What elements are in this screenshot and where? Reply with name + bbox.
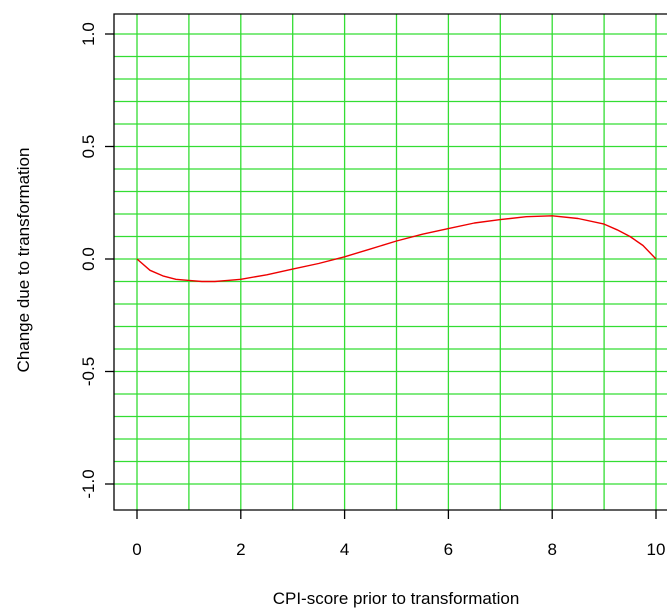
series-line — [136, 215, 657, 283]
x-tick-label: 2 — [236, 540, 245, 559]
y-axis-label: Change due to transformation — [14, 148, 33, 373]
x-tick-label: 6 — [444, 540, 453, 559]
y-tick-label: -0.5 — [79, 357, 98, 386]
x-tick-label: 8 — [547, 540, 556, 559]
x-tick-label: 0 — [132, 540, 141, 559]
ticks: 0 2 4 6 8 10 -1.0 -0.5 0.0 0.5 1.0 — [79, 22, 665, 559]
plot-frame — [113, 13, 667, 511]
grid — [114, 14, 667, 510]
x-tick-label: 10 — [647, 540, 666, 559]
axes — [113, 13, 667, 511]
y-tick-label: -1.0 — [79, 469, 98, 498]
y-tick-label: 0.0 — [79, 247, 98, 271]
x-tick-label: 4 — [340, 540, 349, 559]
series-layer — [136, 215, 657, 283]
y-tick-label: 0.5 — [79, 135, 98, 159]
x-axis-label: CPI-score prior to transformation — [273, 589, 520, 608]
y-tick-label: 1.0 — [79, 22, 98, 46]
